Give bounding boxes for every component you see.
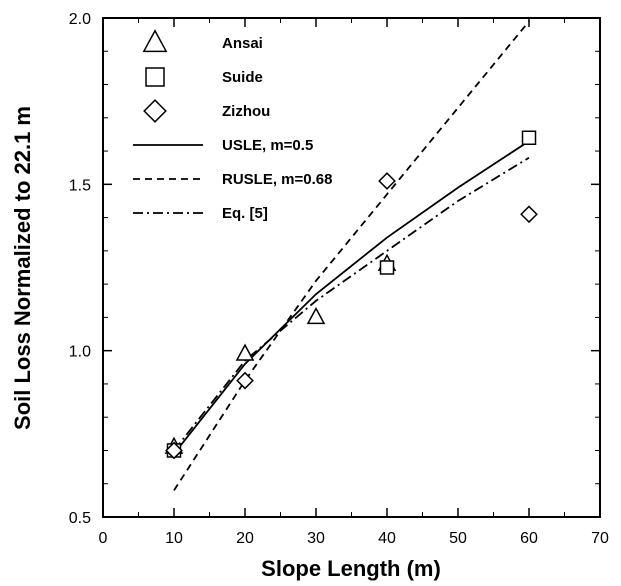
x-axis-title: Slope Length (m)	[261, 556, 441, 581]
x-tick-label: 50	[449, 530, 467, 547]
legend: Ansai Suide Zizhou USLE, m=0.5 RUSLE, m=0.68…	[133, 29, 332, 222]
legend-square-icon	[145, 67, 165, 87]
data-markers	[164, 130, 538, 460]
legend-triangle-icon	[142, 29, 168, 53]
diamond-marker	[165, 441, 183, 460]
y-tick-label: 0.5	[69, 510, 91, 527]
tick-labels: 0 10 20 30 40 50 60 70 0.5 1.0 1.5 2.0	[69, 11, 609, 547]
triangle-marker	[306, 306, 326, 325]
model-curves	[173, 20, 530, 491]
y-axis-title: Soil Loss Normalized to 22.1 m	[10, 106, 35, 430]
legend-diamond-icon	[143, 99, 167, 123]
plot-frame	[102, 17, 601, 518]
x-tick-label: 20	[236, 530, 254, 547]
legend-label: Ansai	[222, 35, 263, 52]
legend-label: RUSLE, m=0.68	[222, 171, 332, 188]
curve-dashed	[173, 20, 530, 491]
y-tick-label: 1.0	[69, 344, 91, 361]
triangle-marker	[235, 343, 255, 361]
curve-solid	[173, 140, 530, 455]
x-tick-label: 40	[378, 530, 396, 547]
legend-label: Zizhou	[222, 103, 270, 120]
x-tick-label: 0	[99, 530, 108, 547]
diamond-marker	[378, 172, 396, 190]
x-tick-label: 30	[307, 530, 325, 547]
x-tick-label: 60	[520, 530, 538, 547]
x-tick-label: 70	[591, 530, 609, 547]
legend-label: Eq. [5]	[222, 205, 268, 222]
square-marker	[521, 130, 537, 146]
diamond-marker	[236, 371, 254, 390]
legend-label: Suide	[222, 69, 263, 86]
y-tick-label: 1.5	[69, 177, 91, 194]
diamond-marker	[520, 205, 538, 224]
axis-ticks	[102, 17, 601, 518]
square-marker	[379, 260, 395, 275]
curve-dashdot	[173, 156, 530, 452]
legend-label: USLE, m=0.5	[222, 137, 313, 154]
x-tick-label: 10	[165, 530, 183, 547]
y-tick-label: 2.0	[69, 11, 91, 28]
